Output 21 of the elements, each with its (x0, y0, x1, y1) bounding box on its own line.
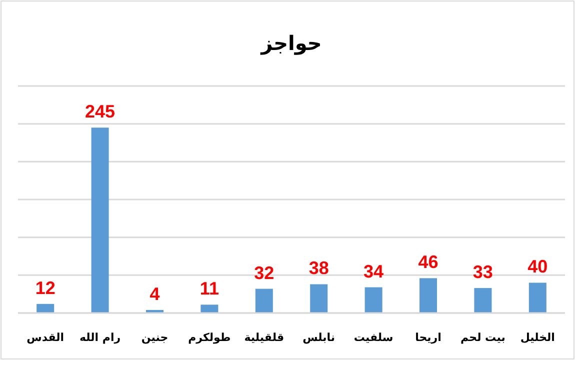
x-tick-label: الخليل (520, 331, 555, 344)
x-tick-label: بيت لحم (460, 331, 506, 344)
data-label: 38 (308, 258, 329, 278)
x-tick-label: طولكرم (188, 331, 231, 344)
x-tick-label: رام الله (80, 331, 121, 344)
x-tick-label: جنين (141, 331, 168, 344)
data-label: 40 (528, 256, 548, 277)
data-label: 34 (364, 261, 384, 282)
data-label: 46 (418, 252, 438, 272)
chart-title: حواجز (260, 31, 322, 55)
x-tick-label: قلقيلية (244, 331, 284, 344)
x-tick-label: القدس (26, 331, 64, 344)
data-label: 33 (472, 262, 493, 282)
x-tick-label: سلفيت (354, 331, 394, 344)
data-label: 12 (35, 278, 56, 298)
data-label: 11 (200, 278, 219, 299)
x-tick-label: نابلس (302, 331, 336, 344)
data-label: 32 (254, 262, 274, 283)
x-tick-label: اريحا (415, 331, 442, 344)
data-label: 4 (150, 284, 160, 304)
data-label: 245 (85, 102, 116, 122)
